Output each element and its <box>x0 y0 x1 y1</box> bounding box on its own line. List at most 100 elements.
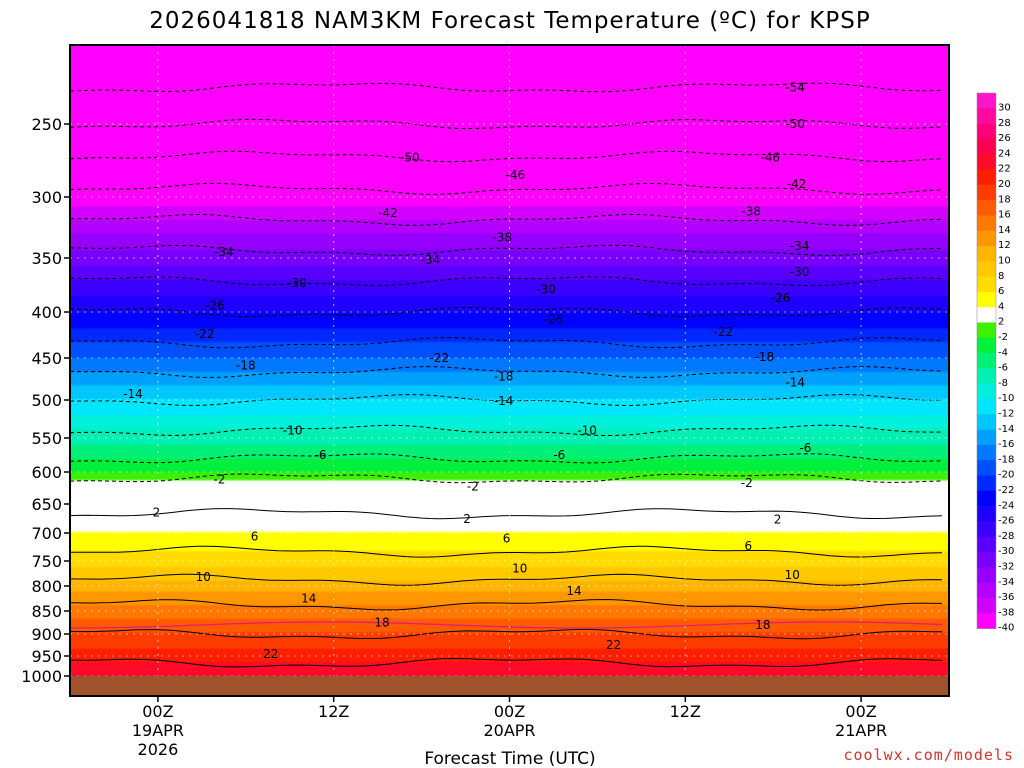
contour-line <box>70 366 943 378</box>
colorbar-label: 18 <box>998 194 1011 205</box>
colorbar-label: 2 <box>998 317 1004 328</box>
y-tick-label: 250 <box>31 115 62 134</box>
x-tick-label: 00Z <box>142 702 173 721</box>
contour-line <box>70 473 943 484</box>
contour-label: 6 <box>251 529 259 543</box>
contour-label: -6 <box>799 441 811 455</box>
contour-line <box>70 244 942 257</box>
contour-line <box>70 393 942 407</box>
colorbar-swatch <box>977 475 996 492</box>
colorbar-swatch <box>977 353 996 369</box>
colorbar-label: 8 <box>998 271 1004 282</box>
contour-label: -22 <box>429 351 449 365</box>
colorbar-label: -34 <box>998 577 1014 588</box>
colorbar-swatch <box>977 444 996 461</box>
colorbar-swatch <box>977 291 996 308</box>
colorbar-swatch <box>977 368 996 384</box>
contour-label: -50 <box>400 151 420 165</box>
colorbar-label: -14 <box>998 424 1014 435</box>
y-tick-label: 500 <box>31 391 62 410</box>
contour-line <box>70 337 943 349</box>
contour-lines <box>70 82 943 668</box>
colorbar-swatch <box>977 215 996 231</box>
contour-line <box>70 118 943 129</box>
contour-label: 18 <box>374 616 389 630</box>
colorbar-label: -12 <box>998 409 1014 420</box>
contour-label: 2 <box>463 512 471 526</box>
colorbar-swatch <box>977 108 996 124</box>
x-tick-year: 2026 <box>138 740 179 759</box>
y-tick-label: 700 <box>31 524 62 543</box>
contour-line <box>70 150 943 163</box>
colorbar-label: 16 <box>998 210 1011 221</box>
y-tick-label: 650 <box>31 495 62 514</box>
y-tick-label: 450 <box>31 349 62 368</box>
colorbar-swatch <box>977 261 996 277</box>
y-tick-label: 1000 <box>21 667 62 686</box>
contour-label: -34 <box>790 239 810 253</box>
contour-line <box>70 182 943 195</box>
credit-text: coolwx.com/models <box>843 746 1014 764</box>
colorbar-label: -36 <box>998 592 1014 603</box>
colorbar-label: 30 <box>998 103 1011 114</box>
colorbar-label: 26 <box>998 133 1011 144</box>
colorbar-swatch <box>977 552 996 568</box>
y-tick-label: 600 <box>31 463 62 482</box>
contour-label: 10 <box>512 562 527 576</box>
colorbar-swatch <box>977 506 996 522</box>
colorbar-label: 4 <box>998 301 1004 312</box>
colorbar-swatch <box>977 383 996 400</box>
contour-label: -30 <box>790 265 810 279</box>
colorbar-label: -4 <box>998 347 1008 358</box>
colorbar-swatch <box>977 154 996 170</box>
contour-line <box>70 453 943 464</box>
contour-label: -26 <box>771 291 791 305</box>
contour-label: 14 <box>566 584 581 598</box>
contour-line <box>70 424 943 436</box>
colorbar-label: -40 <box>998 623 1014 634</box>
x-tick-label: 00Z <box>845 702 876 721</box>
x-tick-date: 21APR <box>835 721 887 740</box>
contour-label: -2 <box>741 476 753 490</box>
y-tick-label: 300 <box>31 188 62 207</box>
contour-line <box>70 628 943 640</box>
colorbar-swatch <box>977 429 996 446</box>
contour-label: -14 <box>494 394 514 408</box>
contour-label: -46 <box>760 151 780 165</box>
y-tick-label: 750 <box>31 552 62 571</box>
colorbar-swatch <box>977 200 996 216</box>
colorbar-swatch <box>977 490 996 507</box>
colorbar-label: -32 <box>998 562 1014 573</box>
contour-label: -18 <box>755 350 775 364</box>
colorbar-swatch <box>977 169 996 186</box>
colorbar-frame <box>976 92 997 629</box>
contour-label: -14 <box>123 387 143 401</box>
x-tick-label: 12Z <box>670 702 701 721</box>
contour-label: -30 <box>287 276 307 290</box>
y-tick-label: 400 <box>31 303 62 322</box>
contour-label: -26 <box>205 299 225 313</box>
contour-label: 6 <box>744 539 752 553</box>
contour-label: -34 <box>214 245 234 259</box>
contour-line <box>70 82 943 93</box>
colorbar-swatch <box>977 123 996 140</box>
colorbar-label: 28 <box>998 118 1011 129</box>
contour-label: -30 <box>536 282 556 296</box>
contour-label: -18 <box>236 359 256 373</box>
colorbar-swatch <box>977 597 996 614</box>
colorbar-swatch <box>977 582 996 599</box>
colorbar-swatch <box>977 322 996 339</box>
colorbar-swatch <box>977 246 996 262</box>
contour-label: -50 <box>785 117 805 131</box>
contour-label: 10 <box>785 568 800 582</box>
contour-label: -6 <box>553 448 565 462</box>
contour-line <box>70 657 943 668</box>
colorbar-label: 12 <box>998 240 1011 251</box>
colorbar-label: -24 <box>998 500 1014 511</box>
colorbar-label: -8 <box>998 378 1008 389</box>
contour-line <box>70 213 943 226</box>
contour-line <box>70 508 943 520</box>
colorbar-label: -22 <box>998 485 1014 496</box>
y-tick-label: 550 <box>31 429 62 448</box>
